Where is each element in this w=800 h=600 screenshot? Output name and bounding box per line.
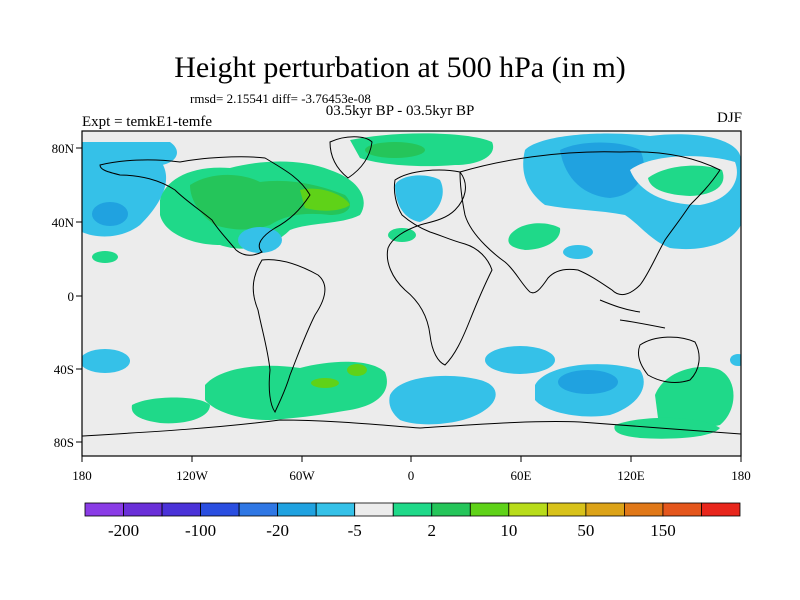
lat-label: 80S (54, 435, 74, 450)
coastlines (82, 136, 741, 437)
colorbar-label: -100 (185, 521, 216, 540)
lon-label: 0 (408, 468, 415, 483)
colorbar: -200 -100 -20 -5 2 10 50 150 (84, 502, 741, 540)
lon-label: 60W (289, 468, 315, 483)
green-anomaly-samerica (205, 361, 387, 420)
colorbar-box (585, 502, 625, 517)
colorbar-box (546, 502, 587, 517)
blue-anomaly-spacific (82, 349, 130, 373)
colorbar-label: 50 (577, 521, 594, 540)
lat-label: 40N (52, 215, 75, 230)
colorbar-label: 150 (650, 521, 676, 540)
colorbar-label: 10 (500, 521, 517, 540)
lon-label: 60E (511, 468, 532, 483)
colorbar-box (315, 502, 356, 517)
colorbar-box (161, 502, 201, 517)
period-label: 03.5kyr BP - 03.5kyr BP (325, 103, 475, 119)
colorbar-label: 2 (428, 521, 437, 540)
colorbar-label: -5 (348, 521, 362, 540)
lon-label: 120W (176, 468, 209, 483)
longitude-axis: 180 120W 60W 0 60E 120E 180 (72, 456, 751, 483)
lon-label: 180 (731, 468, 751, 483)
colorbar-box (238, 502, 279, 517)
colorbar-label: -20 (266, 521, 289, 540)
colorbar-box (84, 502, 124, 517)
colorbar-box (354, 502, 394, 517)
lon-label: 120E (617, 468, 645, 483)
anomaly-field (82, 131, 741, 456)
experiment-label: Expt = temkE1-temfe (82, 114, 213, 130)
colorbar-label: -200 (108, 521, 139, 540)
blue-anomaly-sindian (389, 375, 496, 425)
colorbar-box (662, 502, 702, 517)
colorbar-box (624, 502, 664, 517)
colorbar-box (200, 502, 240, 517)
lat-label: 40S (54, 362, 74, 377)
season-label: DJF (716, 110, 742, 126)
colorbar-box (701, 502, 741, 517)
lat-label: 0 (68, 289, 75, 304)
colorbar-box (392, 502, 433, 517)
latitude-axis: 80N 40N 0 40S 80S (52, 141, 82, 450)
map-title: Height perturbation at 500 hPa (in m) (174, 51, 626, 84)
colorbar-box (508, 502, 548, 517)
lat-label: 80N (52, 141, 75, 156)
colorbar-box (431, 502, 471, 517)
colorbar-box (469, 502, 510, 517)
rmsd-diff-stats: rmsd= 2.15541 diff= -3.76453e-08 (190, 91, 371, 106)
lon-label: 180 (72, 468, 92, 483)
colorbar-box (277, 502, 317, 517)
colorbar-box (123, 502, 163, 517)
